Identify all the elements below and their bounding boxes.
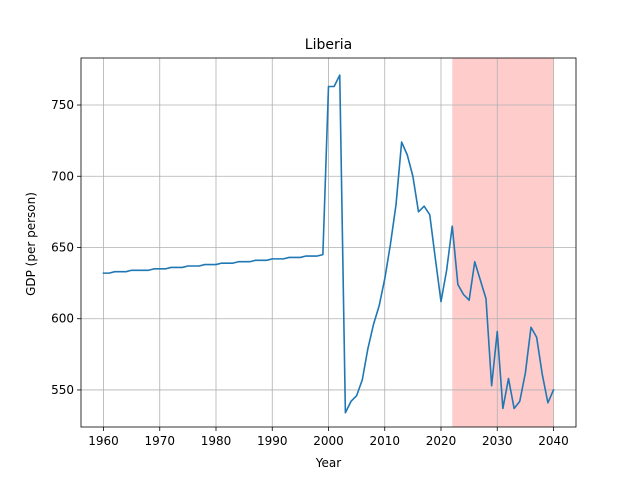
x-tick-label: 1990 — [257, 434, 288, 448]
highlight-region — [452, 58, 554, 427]
plot-area: 1960 1970 1980 1990 2000 2010 2020 2030 2040 550 6… — [51, 57, 577, 448]
chart-title: Liberia — [305, 37, 352, 53]
series-line — [102, 74, 555, 414]
y-tick-label: 600 — [51, 312, 74, 326]
x-tick-label: 2030 — [482, 434, 513, 448]
x-tick-label: 1980 — [201, 434, 232, 448]
x-tick-label: 2040 — [538, 434, 569, 448]
x-tick-label: 2010 — [369, 434, 400, 448]
y-tick-label: 700 — [51, 169, 74, 183]
x-tick-label: 2020 — [426, 434, 457, 448]
y-axis-label: GDP (per person) — [24, 192, 38, 296]
x-tick-label: 1970 — [144, 434, 175, 448]
y-tick-label: 650 — [51, 240, 74, 254]
x-axis-label: Year — [315, 456, 341, 470]
y-tick-label: 550 — [51, 383, 74, 397]
x-tick-label: 2000 — [313, 434, 344, 448]
y-tick-label: 750 — [51, 98, 74, 112]
x-tick-label: 1960 — [88, 434, 119, 448]
